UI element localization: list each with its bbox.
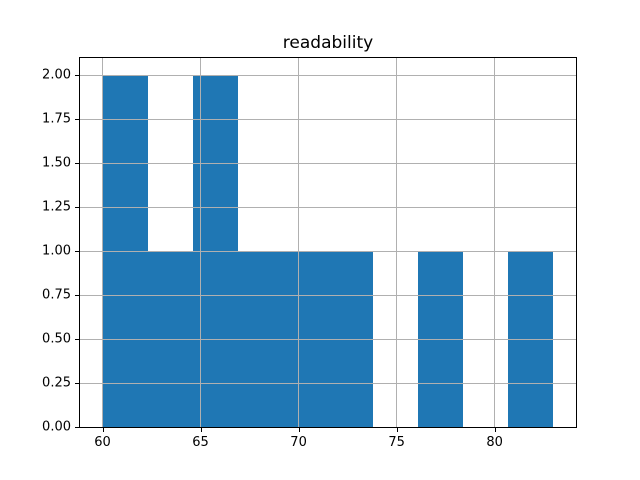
x-gridline — [298, 57, 300, 428]
y-tick-label: 1.75 — [42, 111, 71, 127]
y-tick — [75, 251, 80, 253]
chart-title: readability — [282, 33, 374, 53]
y-gridline — [80, 382, 576, 384]
y-tick — [75, 295, 80, 297]
y-tick-label: 0.25 — [42, 375, 71, 391]
x-tick-label: 80 — [486, 435, 503, 451]
x-tick-label: 70 — [290, 435, 307, 451]
y-tick-label: 0.00 — [42, 419, 71, 435]
x-tick-label: 65 — [192, 435, 209, 451]
x-gridline — [396, 57, 398, 428]
y-tick-label: 2.00 — [42, 67, 71, 83]
y-gridline — [80, 426, 576, 428]
y-tick-label: 1.00 — [42, 243, 71, 259]
y-tick-label: 0.75 — [42, 287, 71, 303]
plot-area — [80, 57, 576, 428]
y-tick — [75, 119, 80, 121]
y-tick-label: 1.50 — [42, 155, 71, 171]
y-gridline — [80, 206, 576, 208]
y-tick-label: 0.50 — [42, 331, 71, 347]
y-tick — [75, 383, 80, 385]
y-gridline — [80, 74, 576, 76]
x-tick — [494, 427, 496, 433]
x-tick — [102, 427, 104, 433]
y-tick — [75, 163, 80, 165]
x-gridline — [494, 57, 496, 428]
y-tick — [75, 427, 80, 429]
y-gridline — [80, 250, 576, 252]
y-gridline — [80, 338, 576, 340]
y-tick — [75, 207, 80, 209]
x-tick — [298, 427, 300, 433]
x-tick-label: 60 — [94, 435, 111, 451]
y-tick — [75, 75, 80, 77]
x-tick-label: 75 — [388, 435, 405, 451]
x-tick — [200, 427, 202, 433]
y-tick — [75, 339, 80, 341]
y-gridline — [80, 294, 576, 296]
x-tick — [396, 427, 398, 433]
y-gridline — [80, 162, 576, 164]
x-gridline — [200, 57, 202, 428]
x-gridline — [102, 57, 104, 428]
y-tick-label: 1.25 — [42, 199, 71, 215]
y-gridline — [80, 118, 576, 120]
